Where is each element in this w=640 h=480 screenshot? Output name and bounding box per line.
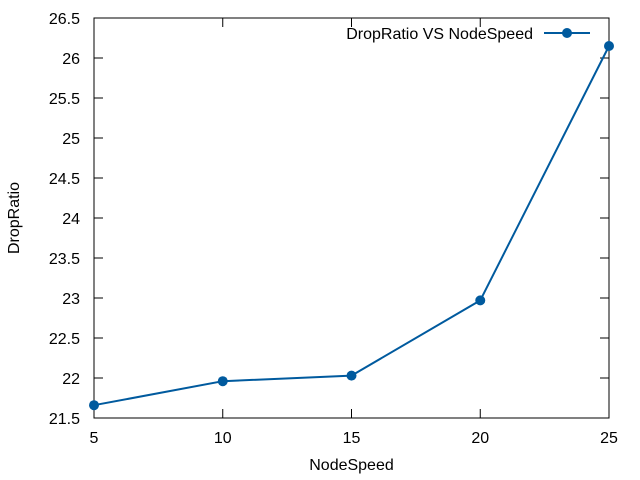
x-tick-label: 25 [600, 430, 618, 447]
legend-marker [562, 28, 572, 38]
y-axis-label: DropRatio [6, 182, 23, 254]
data-point [475, 295, 486, 306]
y-tick-label: 21.5 [49, 411, 80, 428]
legend-label: DropRatio VS NodeSpeed [346, 26, 533, 43]
y-tick-label: 23 [62, 291, 80, 308]
y-tick-label: 23.5 [49, 251, 80, 268]
x-tick-label: 20 [471, 430, 489, 447]
y-tick-label: 24 [62, 211, 80, 228]
y-tick-label: 26 [62, 51, 80, 68]
x-tick-labels: 5 10 15 20 25 [90, 430, 618, 447]
data-point [89, 400, 99, 411]
x-tick-label: 15 [343, 430, 361, 447]
y-tick-labels: 21.5 22 22.5 23 23.5 24 24.5 25 25.5 26 26.5 [49, 11, 80, 428]
tick-marks [93, 17, 610, 419]
legend: DropRatio VS NodeSpeed [346, 26, 590, 43]
series-line [93, 45, 610, 407]
y-tick-label: 22.5 [49, 331, 80, 348]
x-axis-label: NodeSpeed [309, 457, 394, 474]
plot-frame [93, 17, 610, 419]
y-tick-label: 24.5 [49, 171, 80, 188]
x-tick-label: 5 [90, 430, 99, 447]
y-tick-label: 26.5 [49, 11, 80, 28]
data-point [604, 41, 614, 51]
data-point [217, 376, 228, 387]
x-tick-label: 10 [214, 430, 232, 447]
series-group [89, 41, 614, 411]
y-tick-label: 22 [62, 371, 80, 388]
y-tick-label: 25 [62, 131, 80, 148]
y-tick-label: 25.5 [49, 91, 80, 108]
data-point [346, 370, 357, 381]
